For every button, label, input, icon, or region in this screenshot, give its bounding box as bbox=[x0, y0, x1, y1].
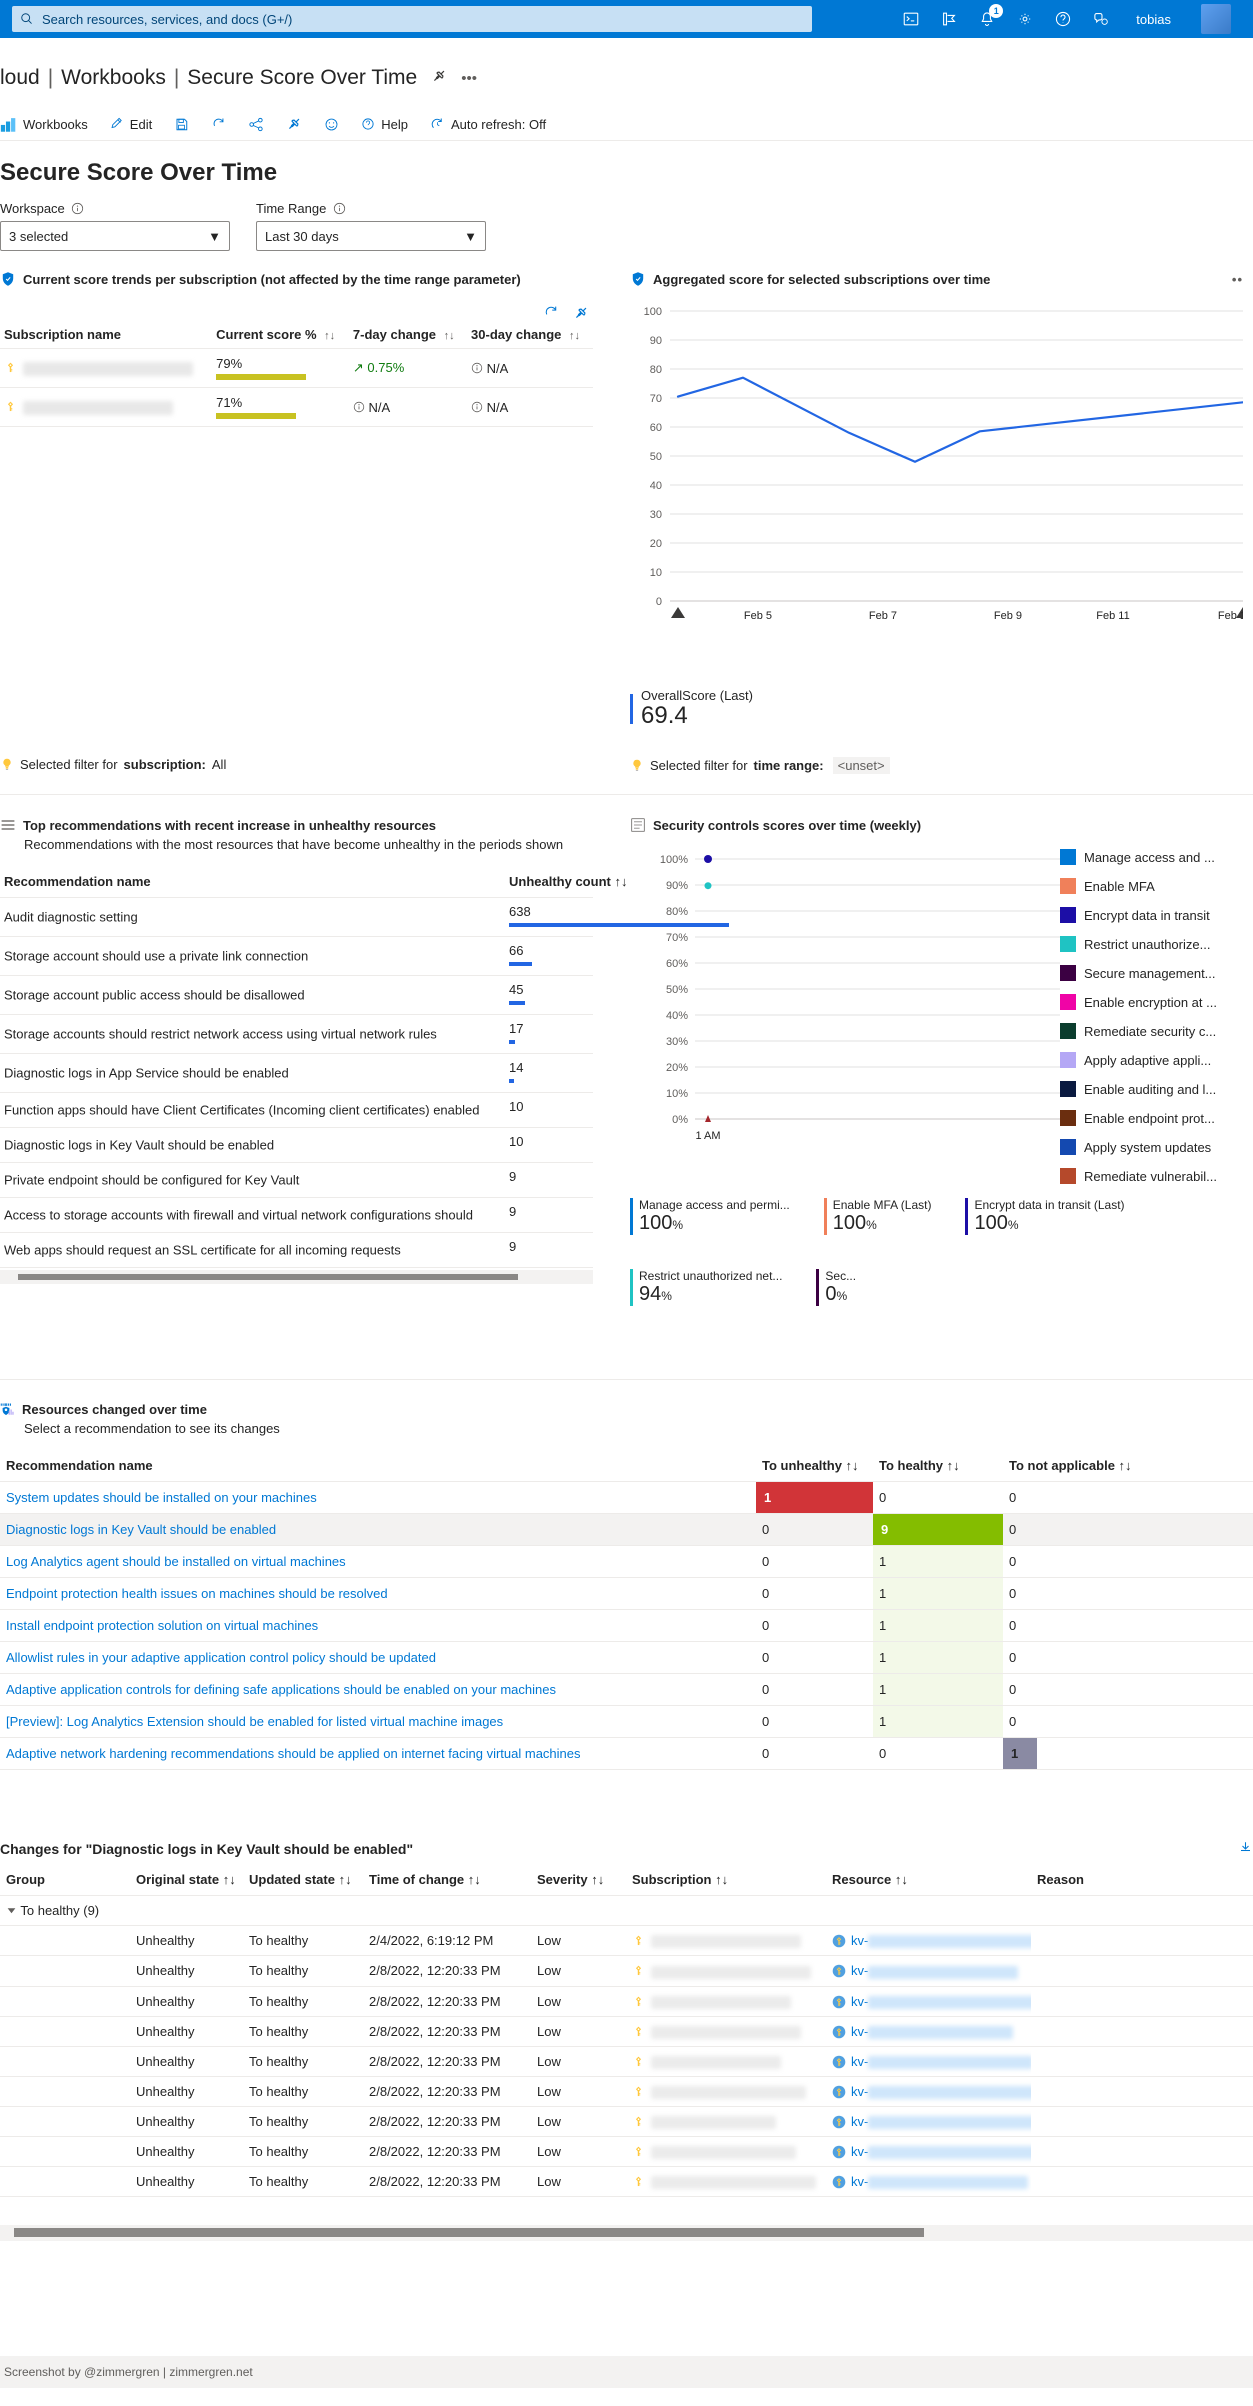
svg-text:10: 10 bbox=[650, 567, 662, 579]
svg-text:70: 70 bbox=[650, 393, 662, 405]
svg-text:80: 80 bbox=[650, 364, 662, 376]
svg-text:1 AM: 1 AM bbox=[695, 1130, 720, 1142]
svg-text:80%: 80% bbox=[666, 906, 688, 918]
svg-text:60: 60 bbox=[650, 422, 662, 434]
svg-text:40: 40 bbox=[650, 480, 662, 492]
svg-text:Feb 5: Feb 5 bbox=[744, 610, 772, 621]
svg-text:90: 90 bbox=[650, 335, 662, 347]
svg-text:0: 0 bbox=[656, 596, 662, 608]
svg-text:Feb 13: Feb 13 bbox=[1218, 610, 1243, 621]
svg-text:100%: 100% bbox=[660, 854, 688, 866]
svg-text:20: 20 bbox=[650, 538, 662, 550]
svg-text:Feb 9: Feb 9 bbox=[994, 610, 1022, 621]
svg-text:50%: 50% bbox=[666, 984, 688, 996]
svg-text:60%: 60% bbox=[666, 958, 688, 970]
svg-text:0%: 0% bbox=[672, 1114, 688, 1126]
svg-text:30: 30 bbox=[650, 509, 662, 521]
svg-text:70%: 70% bbox=[666, 932, 688, 944]
svg-text:30%: 30% bbox=[666, 1036, 688, 1048]
svg-text:20%: 20% bbox=[666, 1062, 688, 1074]
svg-text:Feb 11: Feb 11 bbox=[1096, 610, 1129, 621]
svg-text:90%: 90% bbox=[666, 880, 688, 892]
svg-text:50: 50 bbox=[650, 451, 662, 463]
svg-text:Feb 7: Feb 7 bbox=[869, 610, 897, 621]
svg-text:100: 100 bbox=[644, 306, 662, 318]
svg-text:10%: 10% bbox=[666, 1088, 688, 1100]
svg-text:40%: 40% bbox=[666, 1010, 688, 1022]
